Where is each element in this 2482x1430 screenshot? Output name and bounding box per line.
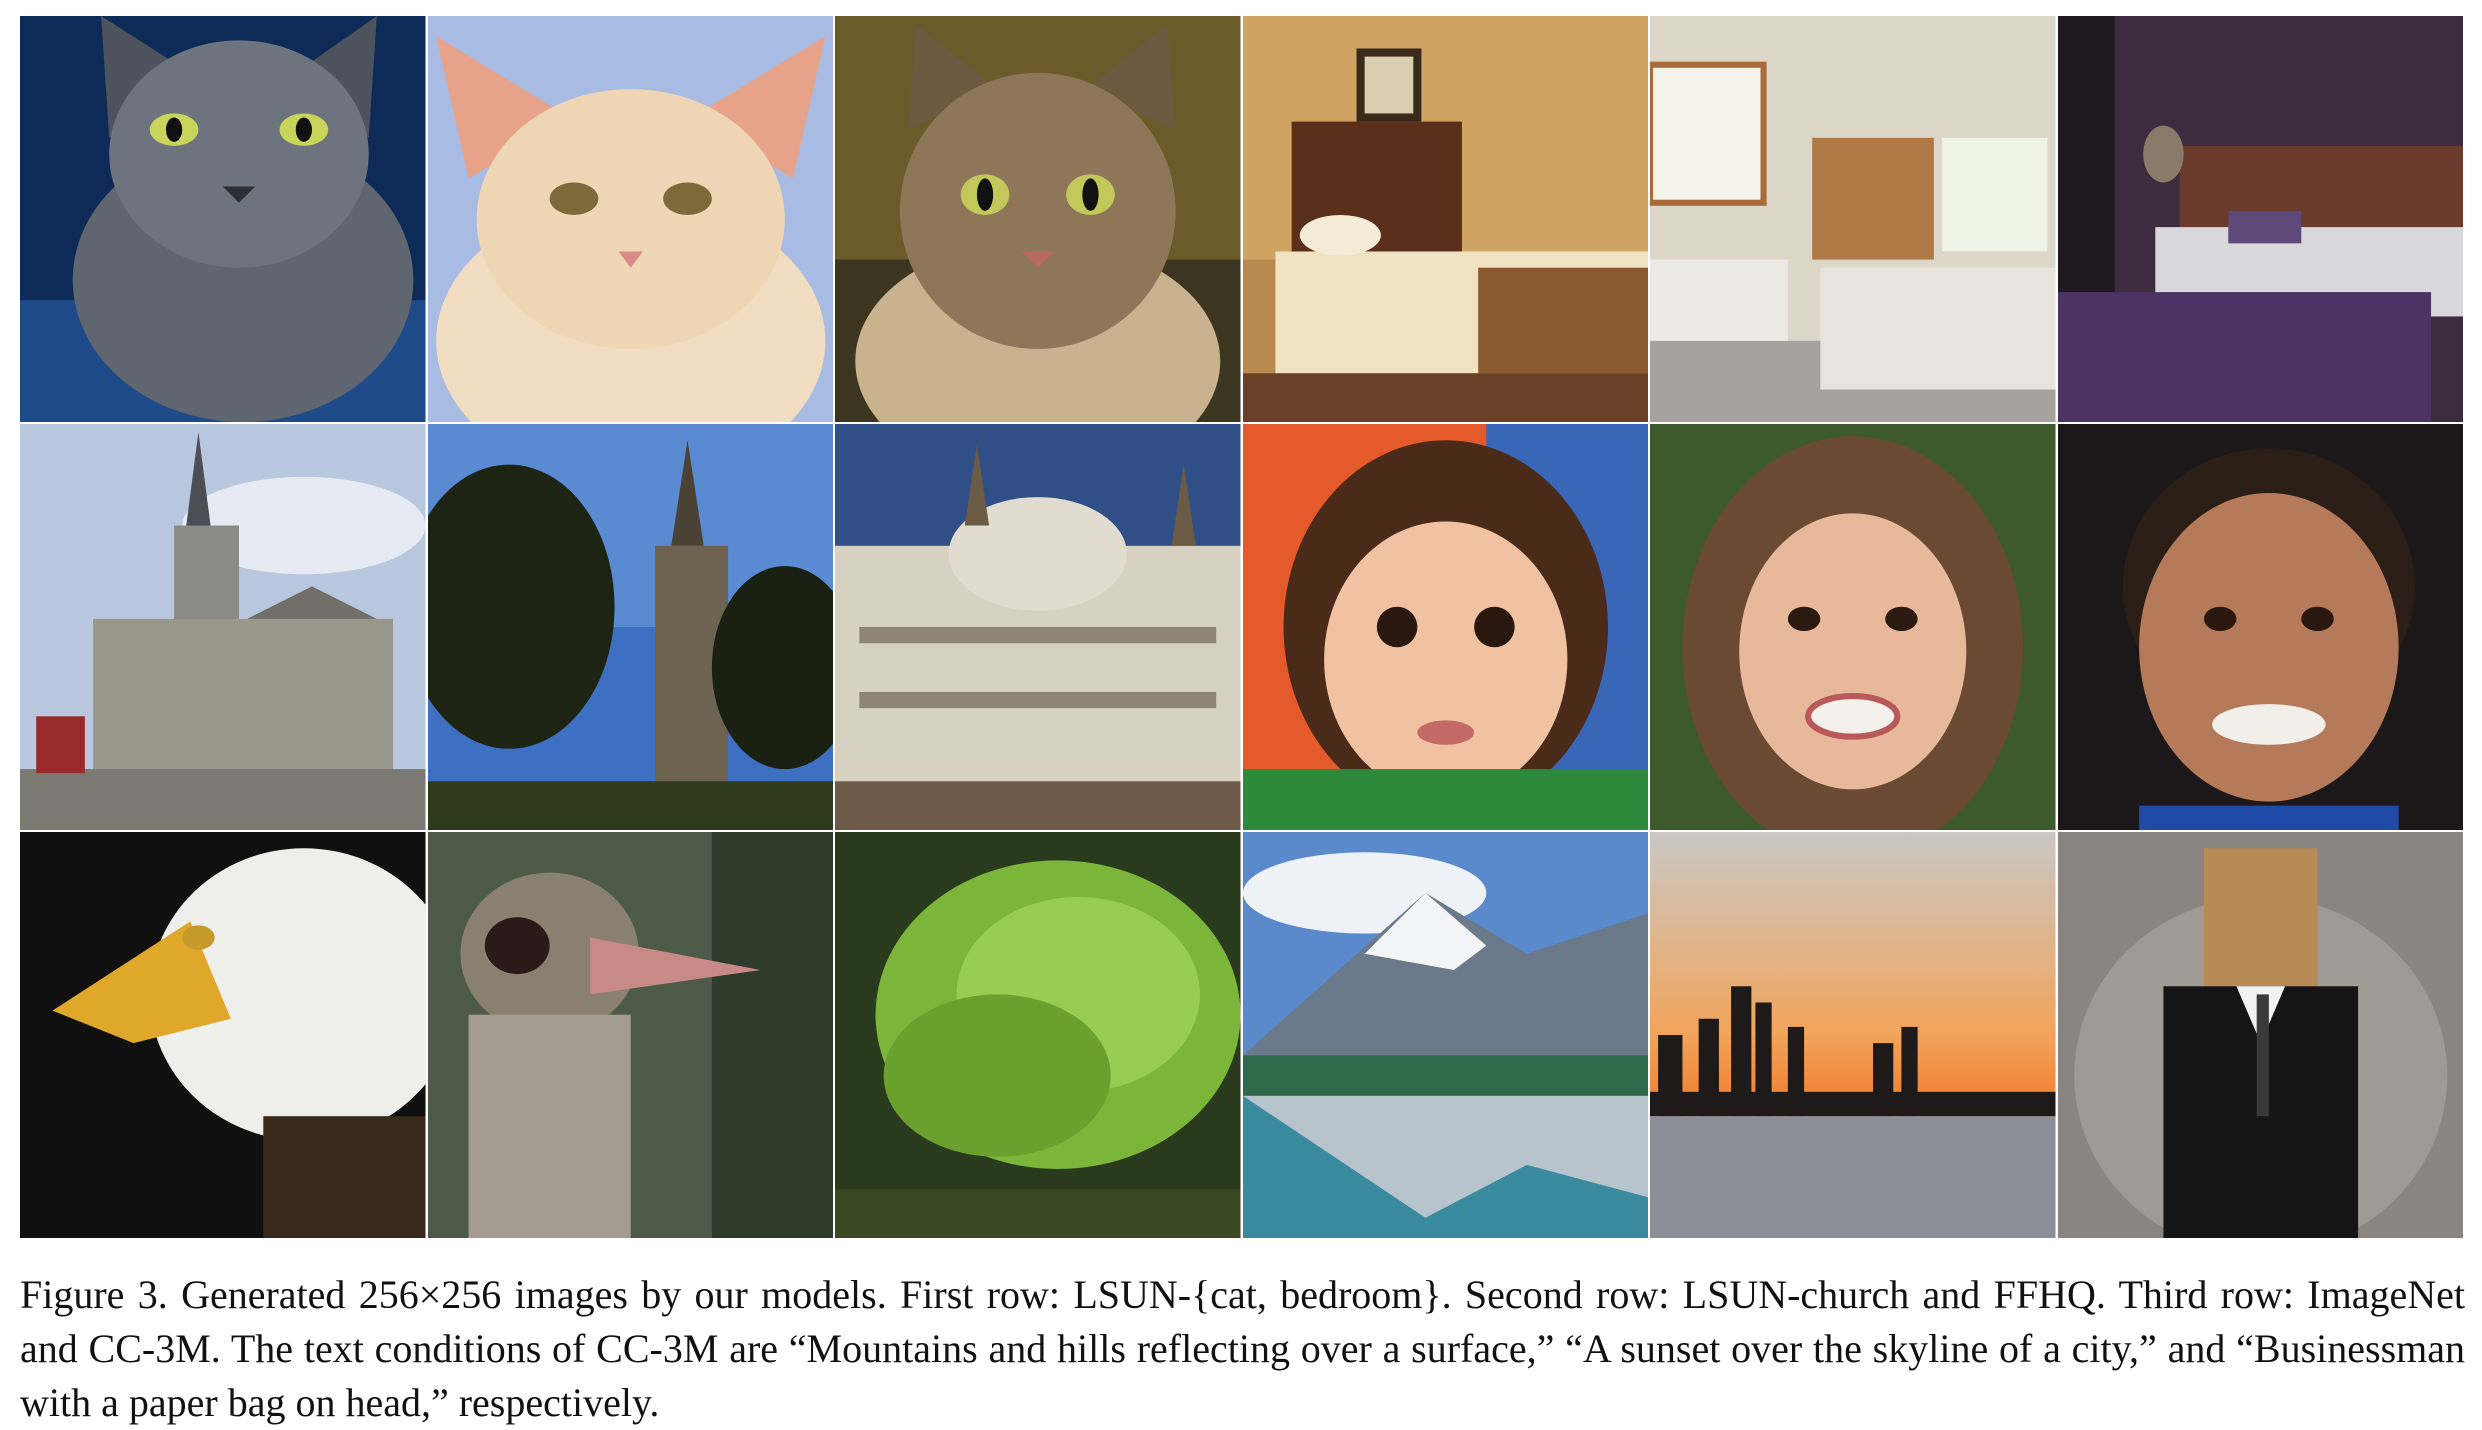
image-businessman-paper-bag (2057, 832, 2463, 1238)
image-church-trees (427, 424, 833, 830)
image-church-ornate (835, 424, 1241, 830)
image-sea-anemone (835, 832, 1241, 1238)
image-cream-kitten (427, 16, 833, 422)
image-gray-cat (20, 16, 426, 422)
image-face-child (1242, 424, 1648, 830)
image-bedroom-warm (1242, 16, 1648, 422)
image-church-gothic (20, 424, 426, 830)
image-ostrich (427, 832, 833, 1238)
image-bald-eagle (20, 832, 426, 1238)
generated-image-grid (20, 16, 2463, 1238)
image-face-woman (1650, 424, 2056, 830)
image-bedroom-purple (2057, 16, 2463, 422)
image-mountains-reflection (1242, 832, 1648, 1238)
image-face-man (2057, 424, 2463, 830)
image-bedroom-bright (1650, 16, 2056, 422)
image-tabby-cat (835, 16, 1241, 422)
image-sunset-skyline (1650, 832, 2056, 1238)
figure-caption: Figure 3. Generated 256×256 images by ou… (20, 1272, 2465, 1425)
